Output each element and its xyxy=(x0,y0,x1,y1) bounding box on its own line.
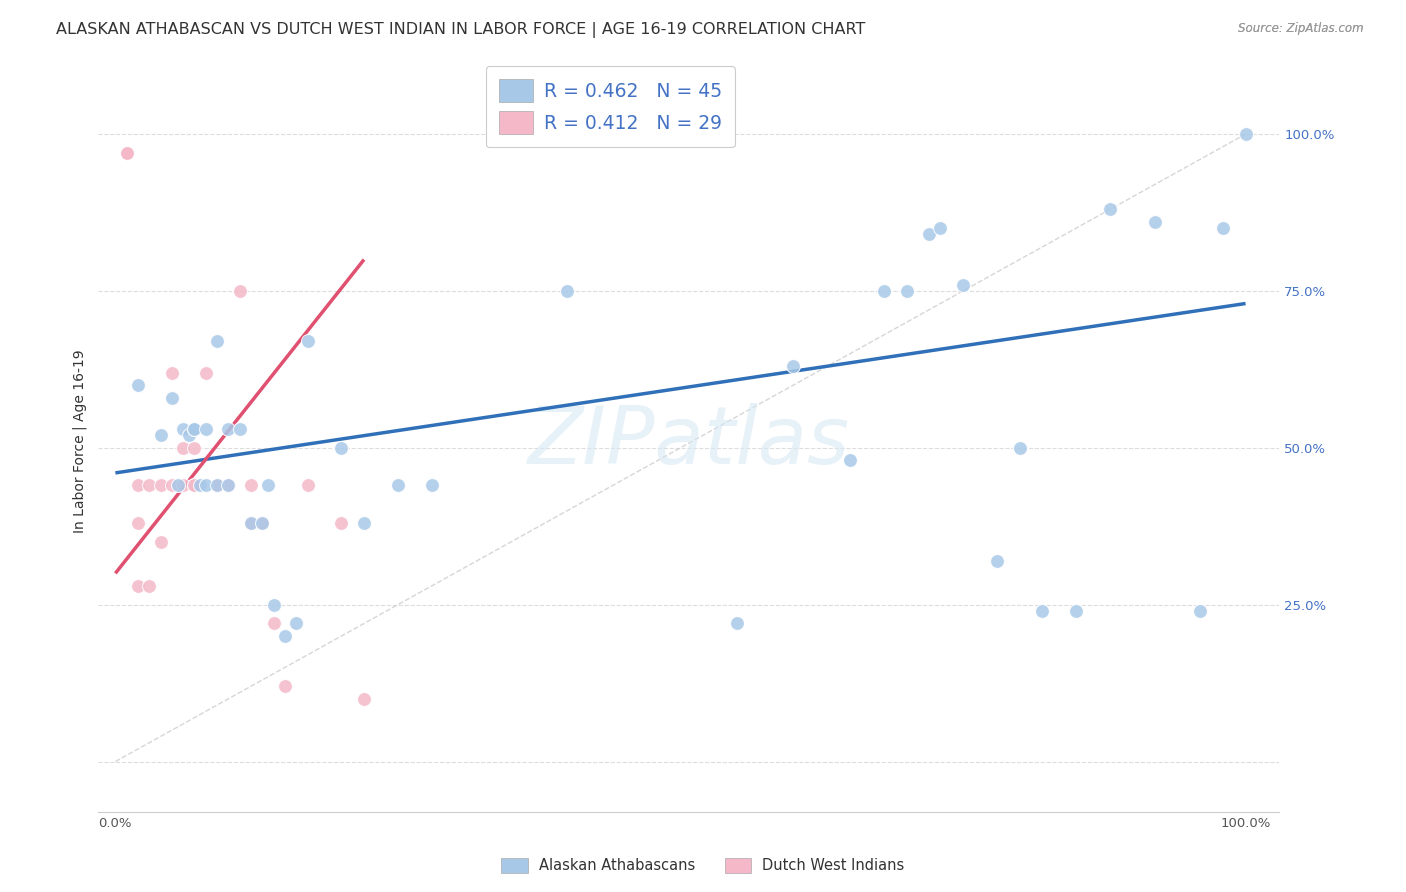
Point xyxy=(217,422,239,436)
Point xyxy=(205,334,228,348)
Point xyxy=(127,579,149,593)
Y-axis label: In Labor Force | Age 16-19: In Labor Force | Age 16-19 xyxy=(73,350,87,533)
Point xyxy=(240,516,263,530)
Point xyxy=(240,516,263,530)
Point xyxy=(217,478,239,492)
Point xyxy=(138,579,160,593)
Point xyxy=(177,428,200,442)
Point xyxy=(873,284,896,298)
Point xyxy=(420,478,443,492)
Point xyxy=(149,478,172,492)
Legend: Alaskan Athabascans, Dutch West Indians: Alaskan Athabascans, Dutch West Indians xyxy=(494,850,912,880)
Point xyxy=(183,478,205,492)
Point xyxy=(115,145,138,160)
Text: ZIPatlas: ZIPatlas xyxy=(527,402,851,481)
Point xyxy=(166,478,188,492)
Point xyxy=(160,366,183,380)
Point xyxy=(782,359,804,374)
Point xyxy=(263,616,285,631)
Point xyxy=(274,629,297,643)
Point xyxy=(1234,127,1257,141)
Point xyxy=(1212,221,1234,235)
Point xyxy=(188,478,211,492)
Point xyxy=(263,598,285,612)
Point xyxy=(194,478,217,492)
Text: Source: ZipAtlas.com: Source: ZipAtlas.com xyxy=(1239,22,1364,36)
Point xyxy=(160,391,183,405)
Point xyxy=(929,221,952,235)
Point xyxy=(194,366,217,380)
Point xyxy=(115,145,138,160)
Point xyxy=(896,284,918,298)
Point xyxy=(297,334,319,348)
Point xyxy=(205,478,228,492)
Point xyxy=(1098,202,1121,217)
Point xyxy=(285,616,308,631)
Point xyxy=(986,554,1008,568)
Point xyxy=(1189,604,1212,618)
Point xyxy=(330,516,353,530)
Point xyxy=(183,422,205,436)
Text: ALASKAN ATHABASCAN VS DUTCH WEST INDIAN IN LABOR FORCE | AGE 16-19 CORRELATION C: ALASKAN ATHABASCAN VS DUTCH WEST INDIAN … xyxy=(56,22,866,38)
Point xyxy=(127,478,149,492)
Point xyxy=(240,478,263,492)
Point xyxy=(172,422,194,436)
Point xyxy=(228,284,250,298)
Point xyxy=(183,422,205,436)
Point xyxy=(1064,604,1087,618)
Point xyxy=(172,441,194,455)
Point xyxy=(149,535,172,549)
Point xyxy=(557,284,579,298)
Point xyxy=(194,422,217,436)
Point xyxy=(330,441,353,455)
Point xyxy=(149,428,172,442)
Point xyxy=(228,422,250,436)
Point xyxy=(127,378,149,392)
Point xyxy=(252,516,274,530)
Point xyxy=(183,478,205,492)
Point xyxy=(127,516,149,530)
Point xyxy=(952,277,974,292)
Point xyxy=(205,478,228,492)
Point xyxy=(1008,441,1031,455)
Point xyxy=(138,478,160,492)
Point xyxy=(353,691,375,706)
Point xyxy=(1031,604,1053,618)
Point xyxy=(274,679,297,693)
Point xyxy=(1144,215,1167,229)
Point xyxy=(252,516,274,530)
Point xyxy=(115,145,138,160)
Point xyxy=(918,227,941,242)
Point xyxy=(160,478,183,492)
Point xyxy=(839,453,862,467)
Text: Source: ZipAtlas.com: Source: ZipAtlas.com xyxy=(1239,22,1364,36)
Point xyxy=(257,478,280,492)
Point xyxy=(217,478,239,492)
Point xyxy=(297,478,319,492)
Legend: R = 0.462   N = 45, R = 0.412   N = 29: R = 0.462 N = 45, R = 0.412 N = 29 xyxy=(485,66,735,147)
Point xyxy=(387,478,409,492)
Point xyxy=(172,478,194,492)
Point xyxy=(183,441,205,455)
Point xyxy=(725,616,748,631)
Point xyxy=(353,516,375,530)
